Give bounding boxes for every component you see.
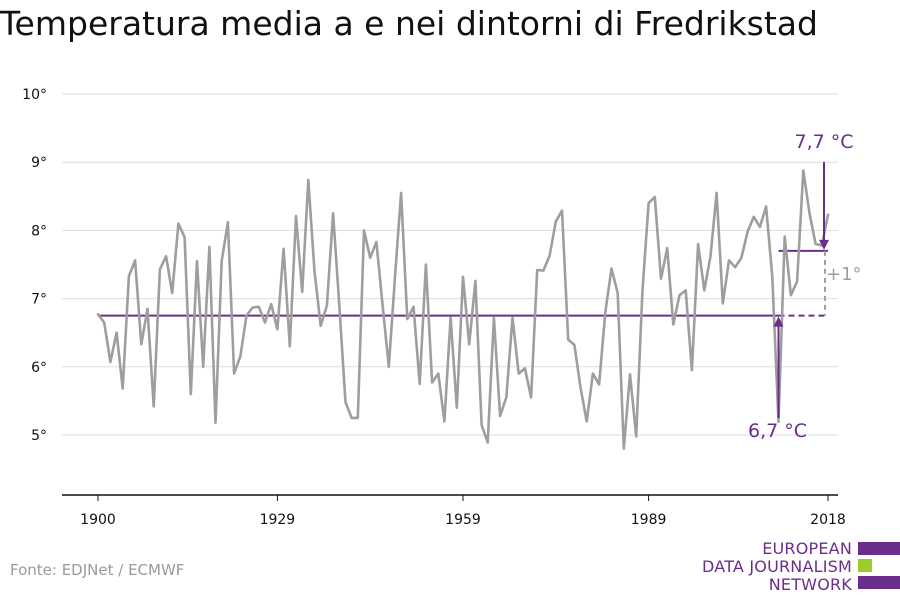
baseline-mean-label: 6,7 °C: [748, 420, 807, 442]
x-tick-label: 1929: [260, 512, 296, 528]
logo-line-3: NETWORK: [768, 575, 852, 594]
x-axis-ticks: 1900 1929 1959 1989 2018: [80, 495, 846, 528]
source-credit: Fonte: EDJNet / ECMWF: [10, 561, 185, 579]
logo-bar-middle: [858, 559, 872, 572]
y-tick-label: 6°: [31, 360, 47, 376]
y-tick-label: 8°: [31, 223, 47, 239]
x-tick-label: 2018: [810, 512, 846, 528]
recent-mean-arrow-head: [819, 239, 829, 250]
y-tick-label: 10°: [22, 87, 47, 103]
edjnet-logo: EUROPEAN DATA JOURNALISM NETWORK: [700, 538, 900, 598]
logo-line-1: EUROPEAN: [762, 539, 852, 558]
logo-bar-bottom: [858, 576, 900, 589]
y-tick-label: 7°: [31, 292, 47, 308]
series-temperature: [96, 169, 830, 450]
x-tick-label: 1900: [80, 512, 116, 528]
difference-label: +1°: [826, 264, 862, 285]
logo-bar-top: [858, 542, 900, 555]
y-tick-label: 5°: [31, 428, 47, 444]
recent-mean-label: 7,7 °C: [794, 131, 853, 153]
baseline-arrow-head: [773, 316, 784, 327]
chart-title: Temperatura media a e nei dintorni di Fr…: [0, 4, 818, 43]
x-tick-label: 1959: [445, 512, 481, 528]
temperature-line: [96, 169, 830, 450]
y-axis-ticks: 5° 6° 7° 8° 9° 10°: [22, 87, 47, 444]
y-tick-label: 9°: [31, 155, 47, 171]
logo-line-2: DATA JOURNALISM: [702, 557, 852, 576]
annotations: 7,7 °C 6,7 °C +1°: [748, 131, 862, 442]
x-tick-label: 1989: [631, 512, 667, 528]
